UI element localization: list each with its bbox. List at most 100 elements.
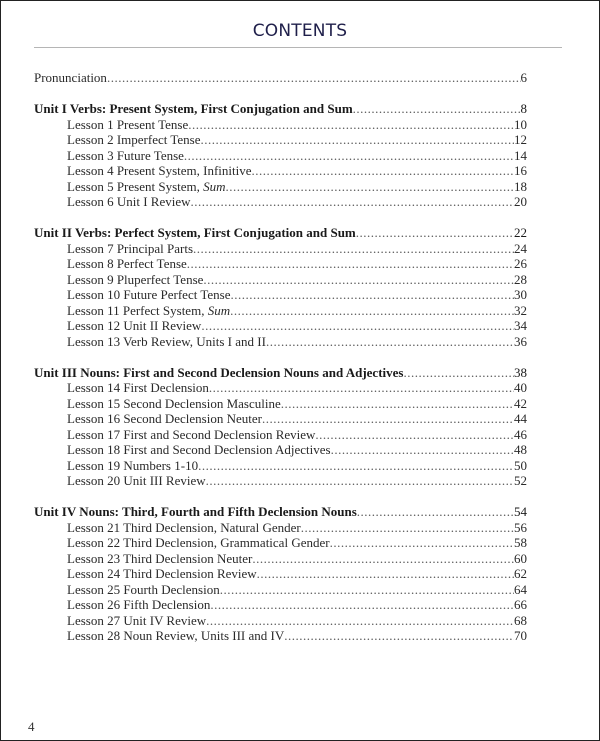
entry-title: Lesson 15 Second Declension Masculine [67,396,281,412]
entry-page-number: 46 [514,426,527,442]
dot-leader [107,70,521,86]
dot-leader [206,613,514,629]
dot-leader [257,566,514,582]
toc-lesson-entry: Lesson 22 Third Declension, Grammatical … [34,535,527,551]
entry-page-number: 12 [514,132,527,147]
dot-leader [206,473,514,489]
dot-leader [188,117,514,133]
entry-title: Lesson 14 First Declension [67,380,209,396]
entry-title: Lesson 27 Unit IV Review [67,613,206,629]
entry-title-text: Lesson 27 Unit IV Review [67,612,207,628]
dot-leader [252,551,514,567]
entry-page-number: 32 [514,302,527,318]
entry-page-number: 36 [514,333,527,349]
entry-title: Lesson 5 Present System, Sum [67,179,226,195]
entry-title: Lesson 3 Future Tense [67,148,184,164]
dot-leader [187,256,514,272]
toc-lesson-entry: Lesson 2 Imperfect Tense 12 [34,132,527,148]
entry-page-number: 60 [514,550,527,566]
entry-title: Lesson 13 Verb Review, Units I and II [67,334,266,350]
entry-title: Lesson 2 Imperfect Tense [67,132,201,148]
entry-page-number: 20 [514,194,527,209]
entry-title-text: Lesson 18 First and Second Declension Ad… [67,442,331,457]
entry-title-text: Lesson 22 Third Declension, Grammatical … [67,535,330,550]
dot-leader [356,225,514,241]
toc-lesson-entry: Lesson 12 Unit II Review 34 [34,318,527,334]
dot-leader [284,628,514,644]
entry-title: Lesson 4 Present System, Infinitive [67,163,252,179]
dot-leader [226,179,514,195]
toc-lesson-entry: Lesson 24 Third Declension Review 62 [34,566,527,582]
toc-lesson-entry: Lesson 27 Unit IV Review 68 [34,613,527,629]
toc-lesson-entry: Lesson 11 Perfect System, Sum 32 [34,303,527,319]
toc-lesson-entry: Lesson 17 First and Second Declension Re… [34,427,527,443]
section-spacer [34,210,527,226]
toc-lesson-entry: Lesson 9 Pluperfect Tense 28 [34,272,527,288]
entry-title-text: Lesson 23 Third Declension Neuter [67,550,253,566]
toc-unit-heading: Unit I Verbs: Present System, First Conj… [34,101,527,117]
entry-title: Unit III Nouns: First and Second Declens… [34,365,403,381]
entry-title-text: Lesson 1 Present Tense [67,116,189,132]
entry-title-text: Lesson 14 First Declension [67,380,209,395]
dot-leader [220,582,514,598]
toc-lesson-entry: Lesson 28 Noun Review, Units III and IV … [34,628,527,644]
entry-title-text: Lesson 28 Noun Review, Units III and IV [67,628,285,643]
entry-title-italic: Sum [203,178,226,194]
entry-page-number: 54 [514,504,527,519]
entry-title: Unit I Verbs: Present System, First Conj… [34,101,353,117]
dot-leader [203,272,514,288]
toc-lesson-entry: Lesson 4 Present System, Infinitive 16 [34,163,527,179]
dot-leader [353,101,521,117]
toc-lesson-entry: Lesson 20 Unit III Review 52 [34,473,527,489]
dot-leader [266,334,514,350]
dot-leader [230,287,514,303]
entry-page-number: 24 [514,240,527,256]
toc-lesson-entry: Lesson 15 Second Declension Masculine 42 [34,396,527,412]
dot-leader [330,535,514,551]
entry-page-number: 22 [514,225,527,240]
dot-leader [262,411,514,427]
entry-title-text: Lesson 21 Third Declension, Natural Gend… [67,519,301,535]
toc-lesson-entry: Lesson 18 First and Second Declension Ad… [34,442,527,458]
toc-lesson-entry: Lesson 19 Numbers 1-10 50 [34,458,527,474]
entry-title-text: Lesson 3 Future Tense [67,147,184,163]
toc-lesson-entry: Lesson 3 Future Tense 14 [34,148,527,164]
entry-title-text: Pronunciation [34,70,107,85]
entry-title-text: Lesson 6 Unit I Review [67,194,191,209]
entry-page-number: 62 [514,566,527,581]
dot-leader [315,427,514,443]
dot-leader [357,504,514,520]
page-number: 4 [28,719,35,734]
entry-page-number: 58 [514,535,527,550]
dot-leader [210,597,514,613]
entry-page-number: 68 [514,612,527,628]
toc-entry: Pronunciation 6 [34,70,527,86]
entry-title: Lesson 21 Third Declension, Natural Gend… [67,520,301,536]
dot-leader [281,396,514,412]
section-spacer [34,489,527,505]
entry-title-text: Lesson 13 Verb Review, Units I and II [67,333,266,349]
section-spacer [34,349,527,365]
entry-page-number: 38 [514,364,527,380]
dot-leader [301,520,514,536]
entry-title-text: Unit III Nouns: First and Second Declens… [34,364,404,380]
entry-title-text: Lesson 24 Third Declension Review [67,566,257,581]
entry-title-text: Lesson 9 Pluperfect Tense [67,271,204,287]
entry-title: Lesson 25 Fourth Declension [67,582,220,598]
toc-unit-heading: Unit IV Nouns: Third, Fourth and Fifth D… [34,504,527,520]
entry-title: Lesson 22 Third Declension, Grammatical … [67,535,330,551]
entry-page-number: 14 [514,147,527,163]
entry-page-number: 8 [520,101,528,116]
toc-unit-heading: Unit III Nouns: First and Second Declens… [34,365,527,381]
entry-title-text: Unit I Verbs: Present System, First Conj… [34,101,353,116]
toc-lesson-entry: Lesson 23 Third Declension Neuter 60 [34,551,527,567]
entry-title-text: Lesson 20 Unit III Review [67,473,206,488]
entry-page-number: 18 [514,178,527,194]
entry-title: Unit IV Nouns: Third, Fourth and Fifth D… [34,504,357,520]
entry-page-number: 70 [514,628,527,643]
toc-lesson-entry: Lesson 6 Unit I Review 20 [34,194,527,210]
dot-leader [403,365,514,381]
dot-leader [209,380,514,396]
entry-title: Pronunciation [34,70,107,86]
